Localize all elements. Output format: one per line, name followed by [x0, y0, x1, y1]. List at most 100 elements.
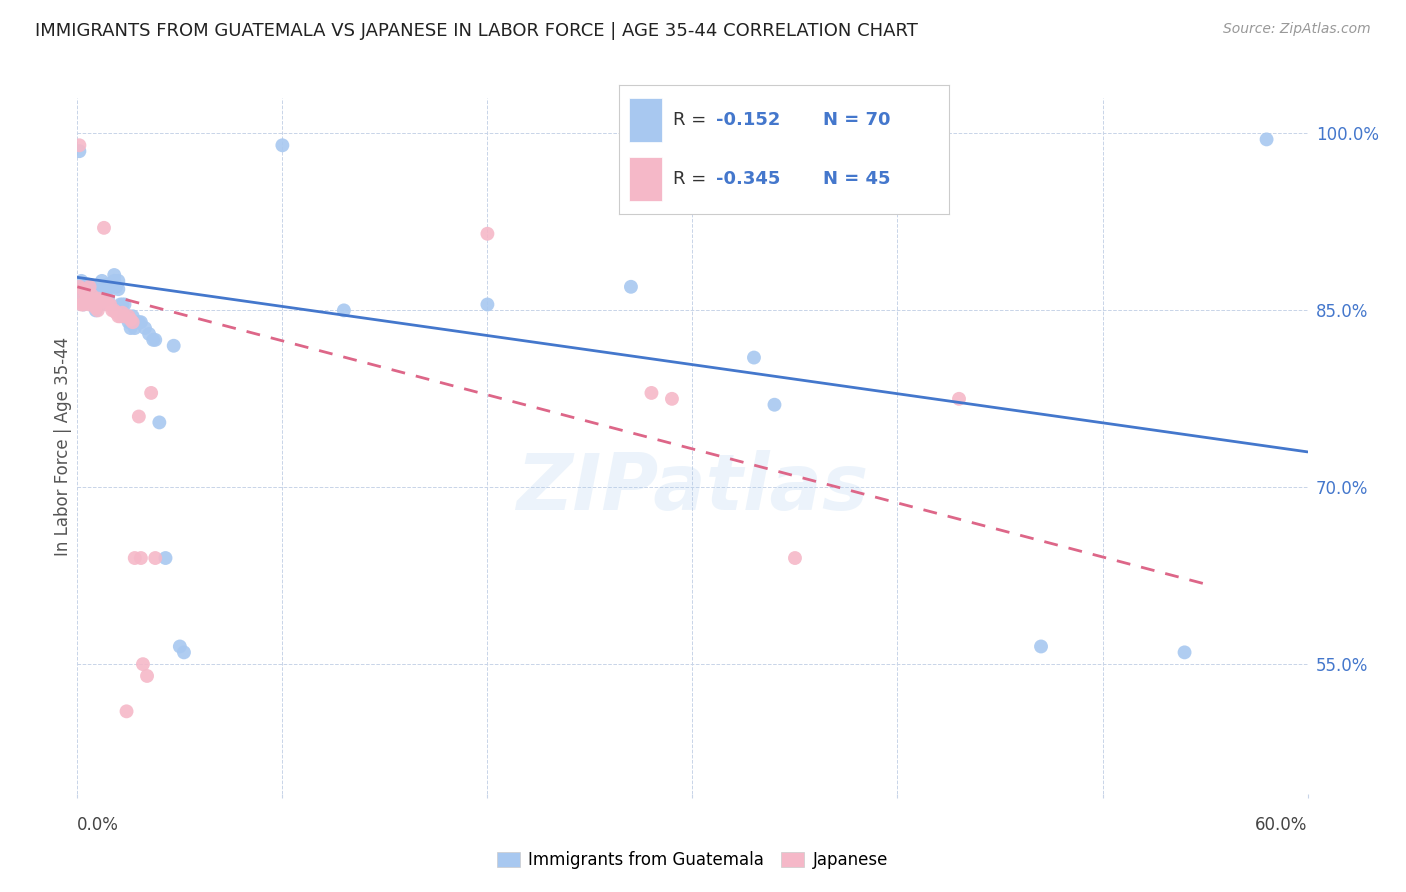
FancyBboxPatch shape [628, 98, 662, 142]
Point [72, 282, 94, 296]
Point [120, 313, 142, 327]
Point [117, 315, 139, 329]
Point [143, 333, 166, 347]
Point [124, 321, 146, 335]
Point [90, 274, 114, 288]
Point [98, 297, 121, 311]
Point [121, 315, 143, 329]
Point [80, 280, 103, 294]
Point [138, 326, 160, 341]
Point [1174, 645, 1197, 659]
Point [67, 280, 90, 294]
Point [1029, 640, 1052, 654]
Point [173, 645, 195, 659]
Point [94, 293, 117, 308]
Y-axis label: In Labor Force | Age 35-44: In Labor Force | Age 35-44 [55, 336, 73, 556]
Point [89, 282, 111, 296]
Point [76, 282, 98, 296]
Point [477, 227, 499, 241]
Point [148, 416, 170, 430]
Point [90, 282, 114, 296]
Point [155, 551, 177, 566]
Point [72, 297, 94, 311]
Point [136, 669, 159, 683]
Point [80, 288, 103, 302]
Text: IMMIGRANTS FROM GUATEMALA VS JAPANESE IN LABOR FORCE | AGE 35-44 CORRELATION CHA: IMMIGRANTS FROM GUATEMALA VS JAPANESE IN… [35, 22, 918, 40]
Point [110, 297, 132, 311]
Point [67, 292, 90, 306]
Point [117, 310, 139, 324]
Point [97, 297, 120, 311]
Point [477, 297, 499, 311]
Point [142, 333, 165, 347]
Point [114, 310, 136, 324]
Point [101, 303, 124, 318]
Text: Source: ZipAtlas.com: Source: ZipAtlas.com [1223, 22, 1371, 37]
Point [120, 321, 142, 335]
Point [84, 292, 107, 306]
Point [75, 292, 97, 306]
Point [75, 293, 97, 308]
Point [87, 292, 110, 306]
Point [75, 285, 97, 300]
Point [661, 392, 683, 406]
Point [128, 315, 150, 329]
Point [79, 285, 101, 300]
Text: -0.345: -0.345 [716, 170, 780, 188]
Point [75, 280, 97, 294]
Point [87, 297, 110, 311]
Point [1256, 132, 1278, 146]
Text: 60.0%: 60.0% [1256, 816, 1308, 834]
Point [105, 280, 128, 294]
Point [115, 704, 138, 718]
Point [80, 295, 103, 310]
Point [67, 144, 90, 158]
Text: R =: R = [673, 170, 713, 188]
Point [163, 339, 186, 353]
Point [89, 297, 111, 311]
Point [101, 280, 124, 294]
Point [75, 285, 97, 300]
Point [111, 297, 134, 311]
Point [76, 295, 98, 310]
Point [134, 321, 156, 335]
Point [70, 292, 93, 306]
Point [72, 297, 94, 311]
Point [333, 303, 356, 318]
Point [763, 398, 786, 412]
Point [79, 297, 101, 311]
Text: 0.0%: 0.0% [77, 816, 120, 834]
Point [107, 282, 129, 296]
Point [129, 315, 152, 329]
Point [620, 280, 643, 294]
Point [98, 280, 121, 294]
Point [97, 277, 120, 292]
Point [103, 268, 125, 282]
Text: N = 70: N = 70 [824, 111, 891, 128]
Point [80, 288, 103, 302]
Point [141, 386, 163, 401]
Point [97, 292, 120, 306]
Point [121, 310, 143, 324]
Point [79, 280, 101, 294]
Text: N = 45: N = 45 [824, 170, 891, 188]
Point [742, 351, 765, 365]
Point [169, 640, 191, 654]
Point [70, 297, 93, 311]
Text: ZIPatlas: ZIPatlas [516, 450, 869, 525]
Point [111, 306, 134, 320]
Point [271, 138, 294, 153]
Point [83, 289, 105, 303]
Point [93, 220, 115, 235]
Point [89, 293, 111, 308]
Point [76, 289, 98, 303]
Point [121, 315, 143, 329]
Point [103, 274, 125, 288]
Point [107, 274, 129, 288]
Point [143, 551, 166, 566]
Point [129, 551, 152, 566]
FancyBboxPatch shape [628, 157, 662, 202]
Point [67, 138, 90, 153]
Point [76, 277, 98, 292]
Point [72, 280, 94, 294]
